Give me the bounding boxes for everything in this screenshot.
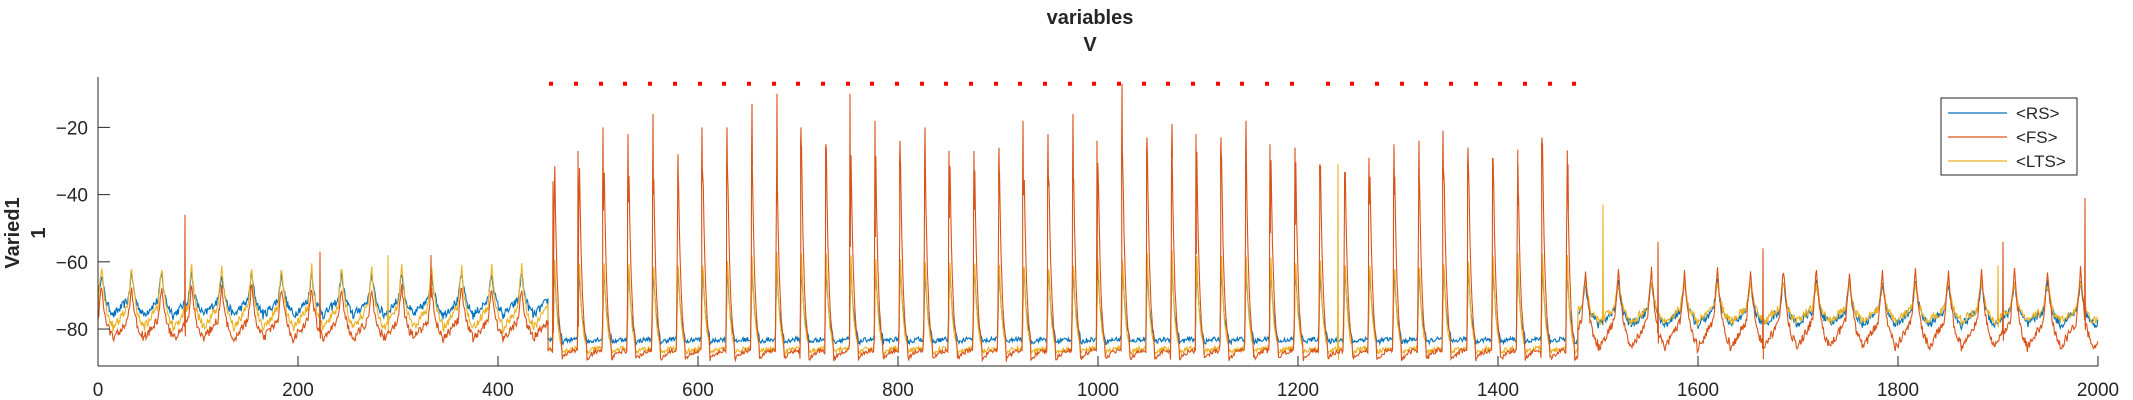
- spike-marker-13: [870, 81, 874, 86]
- y-tick-label--20: −20: [56, 118, 88, 139]
- spike-marker-40: [1548, 81, 1552, 86]
- spike-marker-37: [1474, 81, 1478, 86]
- spike-marker-9: [772, 81, 776, 86]
- spike-marker-35: [1424, 81, 1428, 86]
- y-tick-label--40: −40: [56, 186, 88, 207]
- plot-background: [98, 77, 2098, 366]
- legend-label-rs: <RS>: [2016, 104, 2060, 123]
- legend-label-lts: <LTS>: [2016, 152, 2066, 171]
- spike-marker-10: [796, 81, 800, 86]
- spike-marker-3: [623, 81, 627, 86]
- y-axis-label-sub: 1: [28, 227, 50, 238]
- spike-marker-24: [1142, 81, 1146, 86]
- spike-marker-6: [698, 81, 702, 86]
- chart-subtitle: V: [1083, 34, 1097, 56]
- plot-area: 0 200 400 600 800 1000 1200 1400 1600 1800 2000 −80…: [56, 77, 2119, 400]
- spike-marker-23: [1117, 81, 1121, 86]
- x-tick-label-0: 0: [93, 380, 104, 400]
- legend-label-fs: <FS>: [2016, 128, 2058, 147]
- x-tick-label-1200: 1200: [1277, 380, 1319, 400]
- x-tick-label-200: 200: [282, 380, 314, 400]
- x-tick-label-1000: 1000: [1077, 380, 1119, 400]
- spike-marker-27: [1216, 81, 1220, 86]
- spike-marker-25: [1166, 81, 1170, 86]
- spike-marker-28: [1240, 81, 1244, 86]
- axes: 0 200 400 600 800 1000 1200 1400 1600 1800 2000 −80…: [56, 77, 2119, 400]
- spike-marker-19: [1018, 81, 1022, 86]
- spike-marker-33: [1375, 81, 1379, 86]
- spike-marker-8: [747, 81, 751, 86]
- legend: <RS> <FS> <LTS>: [1940, 97, 2078, 176]
- spike-marker-38: [1498, 81, 1502, 86]
- spike-marker-20: [1043, 81, 1047, 86]
- x-tick-label-2000: 2000: [2077, 380, 2119, 400]
- spike-marker-1: [574, 81, 578, 86]
- spike-raster: [549, 81, 1576, 86]
- spike-marker-31: [1326, 81, 1330, 86]
- series-fs-line: [97, 83, 2099, 363]
- spike-marker-22: [1092, 81, 1096, 86]
- y-axis-label-main: Varied1: [2, 197, 24, 268]
- chart-title: variables: [1047, 7, 1134, 29]
- spike-marker-32: [1350, 81, 1354, 86]
- spike-marker-39: [1523, 81, 1527, 86]
- spike-marker-34: [1400, 81, 1404, 86]
- y-tick-label--80: −80: [56, 320, 88, 341]
- spike-marker-16: [944, 81, 948, 86]
- x-tick-label-600: 600: [682, 380, 714, 400]
- x-tick-label-400: 400: [482, 380, 514, 400]
- spike-marker-21: [1068, 81, 1072, 86]
- spike-marker-2: [599, 81, 603, 86]
- spike-marker-0: [549, 81, 553, 86]
- spike-marker-30: [1290, 81, 1294, 86]
- x-tick-label-1400: 1400: [1477, 380, 1519, 400]
- spike-marker-7: [722, 81, 726, 86]
- x-tick-label-800: 800: [882, 380, 914, 400]
- spike-marker-14: [895, 81, 899, 86]
- x-tick-label-1600: 1600: [1677, 380, 1719, 400]
- spike-marker-41: [1572, 81, 1576, 86]
- y-tick-label--60: −60: [56, 253, 88, 274]
- x-tick-label-1800: 1800: [1877, 380, 1919, 400]
- spike-marker-36: [1449, 81, 1453, 86]
- y-axis-label: Varied1 1: [2, 197, 50, 268]
- spike-marker-29: [1265, 81, 1269, 86]
- spike-marker-4: [648, 81, 652, 86]
- spike-marker-5: [673, 81, 677, 86]
- spike-marker-17: [969, 81, 973, 86]
- spike-marker-26: [1191, 81, 1195, 86]
- spike-marker-12: [846, 81, 850, 86]
- spike-marker-11: [821, 81, 825, 86]
- spike-marker-18: [994, 81, 998, 86]
- series-layer: [97, 83, 2099, 363]
- spike-marker-15: [920, 81, 924, 86]
